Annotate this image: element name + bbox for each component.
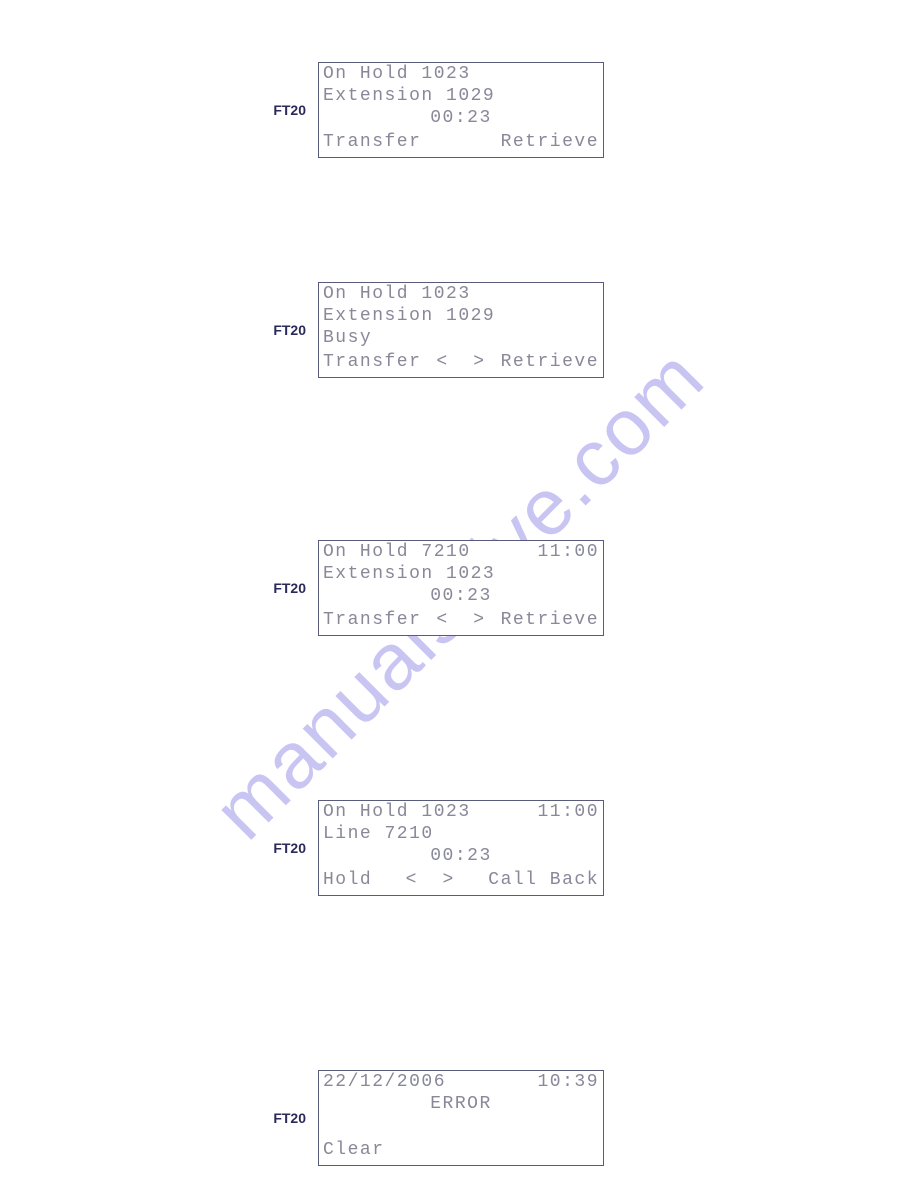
lcd1-line4-left: Transfer	[323, 133, 421, 155]
lcd3-line3-center: 00:23	[323, 587, 599, 609]
row-label: FT20	[266, 840, 306, 856]
lcd1-line2-left: Extension 1029	[323, 87, 495, 109]
lcd4-line3-center: 00:23	[323, 847, 599, 869]
row-label: FT20	[266, 322, 306, 338]
lcd1-line3-center: 00:23	[323, 109, 599, 131]
lcd-row-4: FT20 On Hold 1023 11:00 Line 7210 00:23 …	[266, 800, 604, 896]
lcd1-line4-center	[421, 133, 500, 155]
lcd-row-3: FT20 On Hold 7210 11:00 Extension 1023 0…	[266, 540, 604, 636]
lcd5-line2-center: ERROR	[323, 1095, 599, 1117]
lcd-screen-4: On Hold 1023 11:00 Line 7210 00:23 Hold …	[318, 800, 604, 896]
lcd3-line4-right: Retrieve	[501, 611, 599, 633]
lcd2-line4-center: < >	[421, 353, 500, 375]
lcd2-line2-left: Extension 1029	[323, 307, 495, 329]
lcd5-line1-left: 22/12/2006	[323, 1073, 446, 1095]
lcd-screen-1: On Hold 1023 Extension 1029 00:23 Transf…	[318, 62, 604, 158]
lcd3-line1-right: 11:00	[537, 543, 599, 565]
lcd4-line2-left: Line 7210	[323, 825, 434, 847]
lcd3-line4-left: Transfer	[323, 611, 421, 633]
lcd-screen-2: On Hold 1023 Extension 1029 Busy Transfe…	[318, 282, 604, 378]
lcd2-line4-left: Transfer	[323, 353, 421, 375]
lcd1-line1-left: On Hold 1023	[323, 65, 471, 87]
lcd-row-5: FT20 22/12/2006 10:39 ERROR Clear	[266, 1070, 604, 1166]
lcd5-line4-left: Clear	[323, 1141, 385, 1163]
lcd3-line4-center: < >	[421, 611, 500, 633]
row-label: FT20	[266, 1110, 306, 1126]
lcd2-line4-right: Retrieve	[501, 353, 599, 375]
lcd2-line1-left: On Hold 1023	[323, 285, 471, 307]
lcd-screen-3: On Hold 7210 11:00 Extension 1023 00:23 …	[318, 540, 604, 636]
lcd3-line1-left: On Hold 7210	[323, 543, 471, 565]
row-label: FT20	[266, 102, 306, 118]
lcd4-line4-right: Call Back	[488, 871, 599, 893]
lcd4-line4-left: Hold	[323, 871, 372, 893]
lcd-row-1: FT20 On Hold 1023 Extension 1029 00:23 T…	[266, 62, 604, 158]
row-label: FT20	[266, 580, 306, 596]
lcd5-line1-right: 10:39	[537, 1073, 599, 1095]
lcd2-line3-left: Busy	[323, 329, 372, 351]
lcd4-line1-right: 11:00	[537, 803, 599, 825]
lcd-row-2: FT20 On Hold 1023 Extension 1029 Busy Tr…	[266, 282, 604, 378]
lcd4-line4-center: < >	[372, 871, 488, 893]
lcd3-line2-left: Extension 1023	[323, 565, 495, 587]
lcd4-line1-left: On Hold 1023	[323, 803, 471, 825]
lcd-screen-5: 22/12/2006 10:39 ERROR Clear	[318, 1070, 604, 1166]
lcd1-line4-right: Retrieve	[501, 133, 599, 155]
